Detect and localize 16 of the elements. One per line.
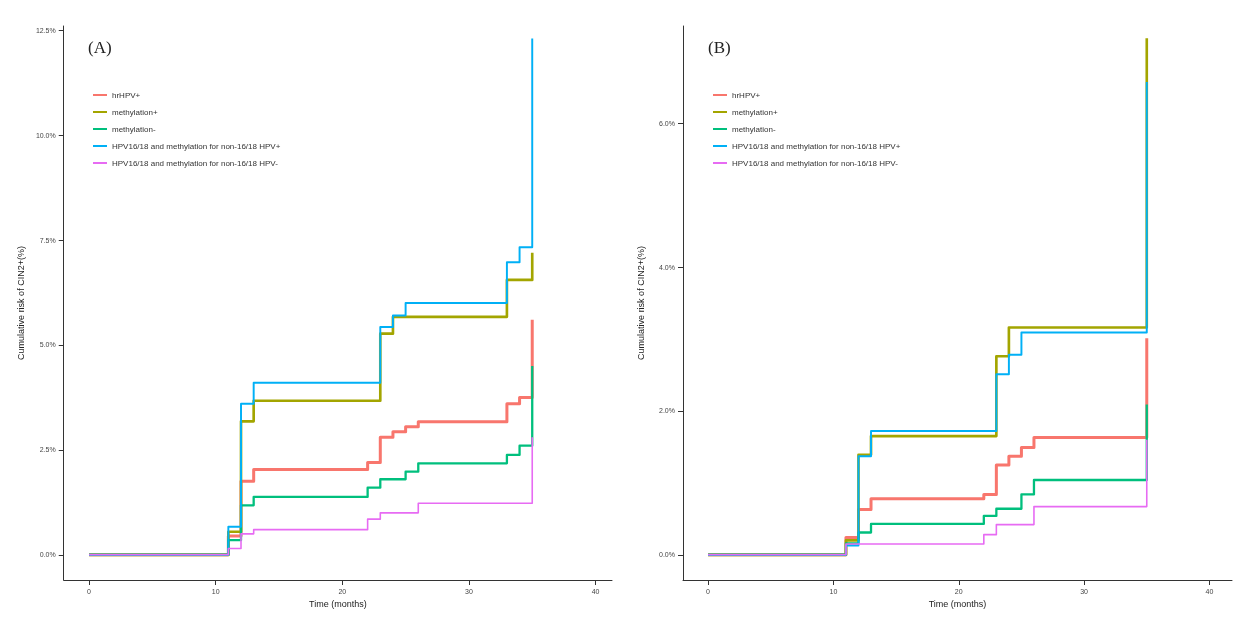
legend-label: HPV16/18 and methylation for non-16/18 HPV- (112, 158, 279, 168)
legend-label: hrHPV+ (732, 90, 761, 100)
text: (B) (708, 38, 731, 57)
legend-label: methylation+ (732, 107, 778, 117)
legend-label: HPV16/18 and methylation for non-16/18 HPV+ (732, 141, 901, 151)
x-axis-title: Time (months) (309, 599, 367, 610)
legend-label: methylation- (732, 124, 776, 134)
x-axis-title: Time (months) (928, 599, 987, 610)
legend-label: methylation- (112, 124, 156, 134)
y-axis-title: Cumulative risk of CIN2+(%) (15, 246, 26, 360)
y-axis-title: Cumulative risk of CIN2+(%) (635, 246, 646, 360)
legend-label: methylation+ (112, 107, 158, 117)
legend-label: HPV16/18 and methylation for non-16/18 HPV- (732, 158, 899, 168)
legend-label: HPV16/18 and methylation for non-16/18 HPV+ (112, 141, 281, 151)
legend-label: hrHPV+ (112, 90, 141, 100)
text: (A) (88, 38, 112, 57)
